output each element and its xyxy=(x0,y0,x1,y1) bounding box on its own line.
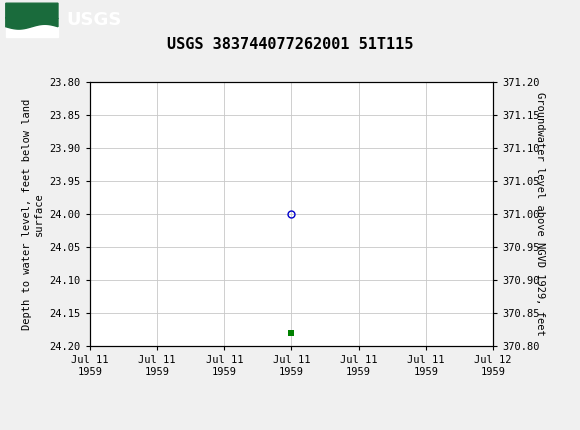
Legend: Period of approved data: Period of approved data xyxy=(188,429,394,430)
Bar xyxy=(6,3,58,37)
Text: USGS: USGS xyxy=(67,11,122,29)
Text: USGS 383744077262001 51T115: USGS 383744077262001 51T115 xyxy=(167,37,413,52)
Polygon shape xyxy=(6,3,58,22)
Y-axis label: Groundwater level above NGVD 1929, feet: Groundwater level above NGVD 1929, feet xyxy=(535,92,545,336)
Polygon shape xyxy=(6,15,58,29)
Y-axis label: Depth to water level, feet below land
surface: Depth to water level, feet below land su… xyxy=(23,98,44,329)
